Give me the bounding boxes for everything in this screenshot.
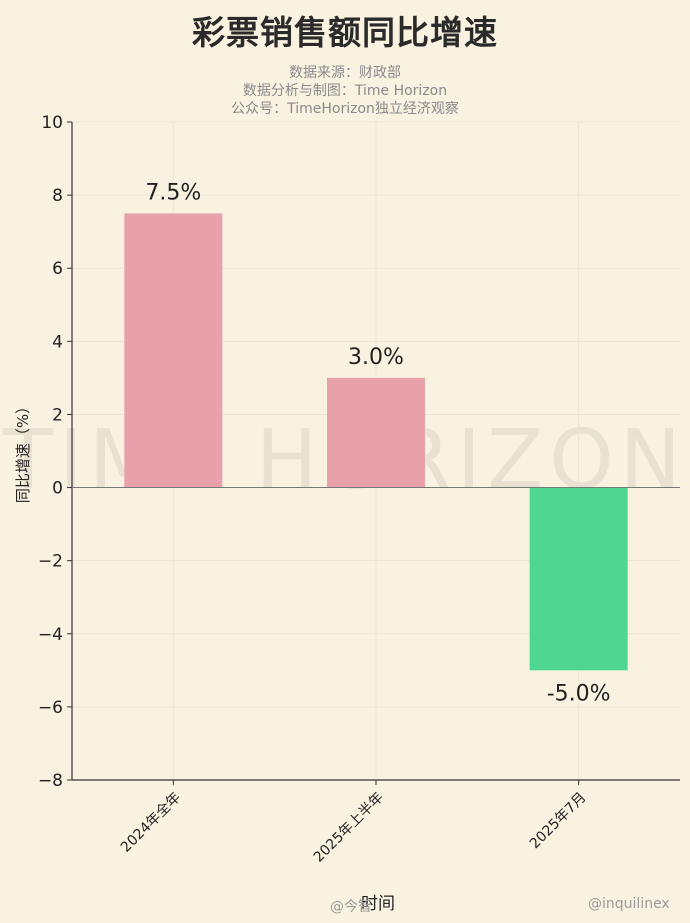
x-tick-label: 2025年上半年: [311, 790, 387, 866]
y-axis-title: 同比增速（%）: [14, 399, 32, 503]
x-axis-title: 时间: [361, 894, 395, 914]
bar: [529, 487, 628, 671]
subtitle-author: 数据分析与制图：Time Horizon: [242, 83, 448, 99]
chart-title: 彩票销售额同比增速: [192, 13, 498, 52]
subtitle-source: 数据来源：财政部: [289, 65, 401, 81]
y-tick-label: 10: [41, 113, 63, 133]
bar: [327, 377, 425, 488]
x-tick-label: 2025年7月: [527, 790, 590, 853]
y-tick-label: 6: [52, 259, 63, 279]
y-tick-label: 2: [52, 405, 63, 425]
subtitle-account: 公众号：TimeHorizon独立经济观察: [231, 101, 459, 117]
x-tick-label: 2024年全年: [117, 789, 184, 856]
y-tick-label: 0: [52, 479, 63, 499]
y-tick-label: −4: [38, 625, 63, 645]
y-tick-label: 4: [52, 332, 63, 352]
y-tick-label: −8: [38, 771, 63, 791]
y-tick-label: −2: [38, 552, 63, 572]
bar-value-label: -5.0%: [547, 681, 611, 706]
bar: [124, 213, 223, 488]
y-tick-label: −6: [38, 698, 63, 718]
bar-value-label: 3.0%: [348, 345, 404, 370]
bar-value-label: 7.5%: [145, 180, 201, 205]
weibo-watermark-right: @inquilinex: [588, 896, 670, 912]
weibo-watermark-left: @今智: [330, 899, 372, 915]
y-tick-label: 8: [52, 186, 63, 206]
